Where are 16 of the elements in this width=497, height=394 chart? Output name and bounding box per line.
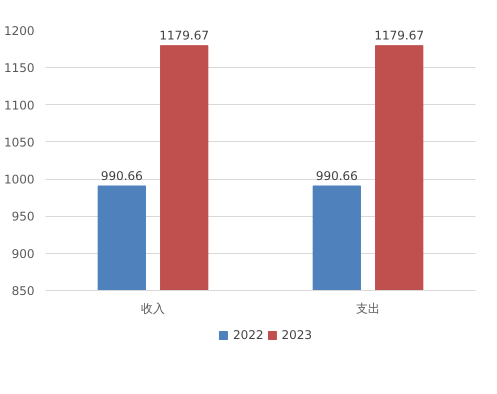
- legend-label: 2022: [232, 328, 264, 342]
- y-tick-label: 1100: [4, 98, 35, 112]
- data-label: 990.66: [316, 169, 358, 184]
- y-tick-label: 1200: [4, 24, 35, 38]
- y-tick-label: 850: [12, 284, 34, 298]
- data-label: 1179.67: [374, 28, 424, 43]
- y-tick-label: 1050: [4, 135, 35, 150]
- y-tick-label: 950: [12, 210, 34, 224]
- x-tick-label: 支出: [356, 302, 380, 316]
- y-tick-label: 900: [12, 246, 34, 261]
- legend-label: 2023: [282, 328, 312, 342]
- x-tick-label: 收入: [141, 302, 165, 316]
- y-tick-label: 1150: [4, 61, 35, 76]
- data-label: 990.66: [100, 169, 143, 184]
- y-tick-label: 1000: [4, 172, 35, 187]
- data-label: 1179.67: [159, 28, 209, 43]
